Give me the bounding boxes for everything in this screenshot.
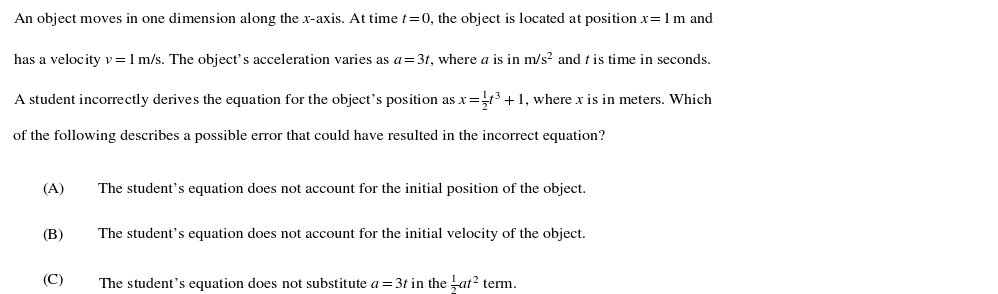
Text: The student’s equation does not account for the initial velocity of the object.: The student’s equation does not account … bbox=[98, 228, 586, 241]
Text: has a velocity $v=1\,\mathrm{m/s}$. The object’s acceleration varies as $a=3t$, : has a velocity $v=1\,\mathrm{m/s}$. The … bbox=[13, 50, 712, 70]
Text: (B): (B) bbox=[42, 228, 63, 241]
Text: A student incorrectly derives the equation for the object’s position as $x=\frac: A student incorrectly derives the equati… bbox=[13, 90, 713, 113]
Text: of the following describes a possible error that could have resulted in the inco: of the following describes a possible er… bbox=[13, 129, 605, 143]
Text: (A): (A) bbox=[42, 182, 64, 196]
Text: (C): (C) bbox=[42, 273, 64, 287]
Text: The student’s equation does not account for the initial position of the object.: The student’s equation does not account … bbox=[98, 182, 586, 196]
Text: An object moves in one dimension along the $x$-axis. At time $t=0$, the object i: An object moves in one dimension along t… bbox=[13, 10, 714, 28]
Text: The student’s equation does not substitute $a=3t$ in the $\frac{1}{2}at^2$ term.: The student’s equation does not substitu… bbox=[98, 273, 517, 294]
